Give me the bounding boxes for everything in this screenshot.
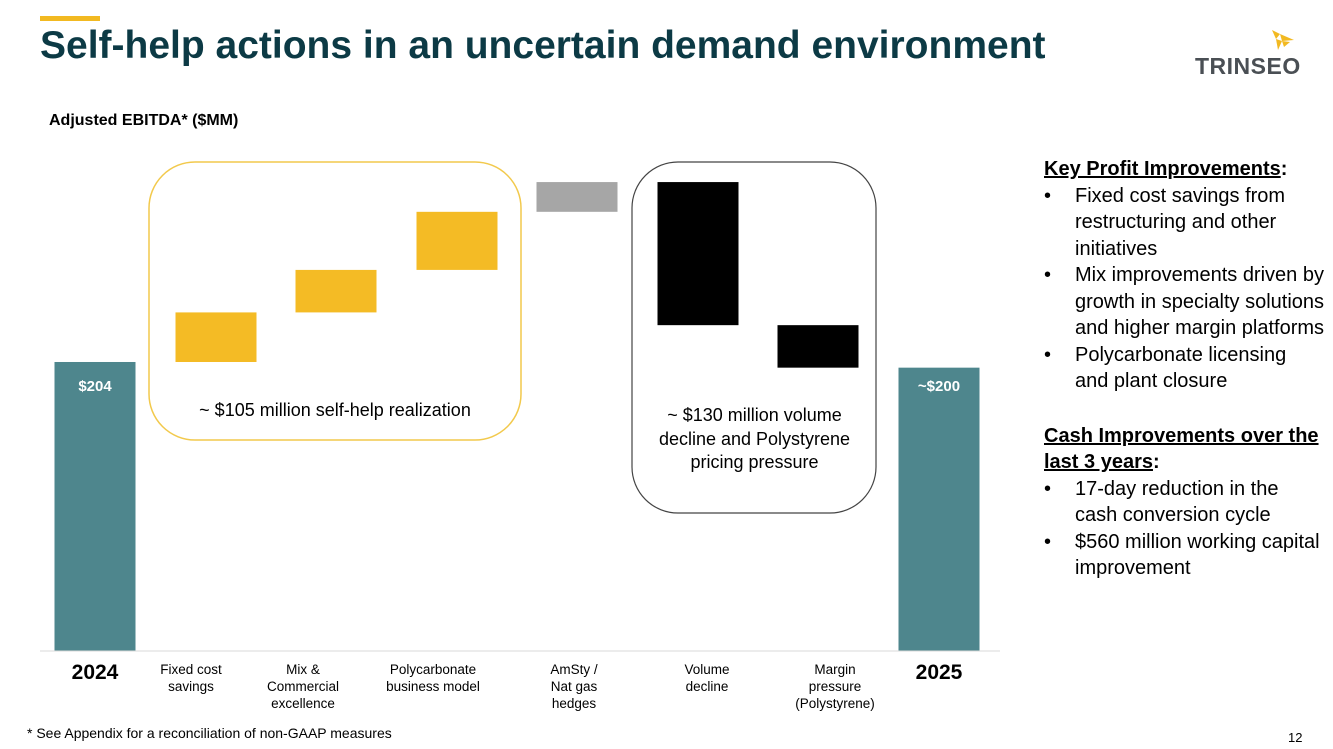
x-label-2025: 2025 [915, 661, 963, 684]
bar-fixed-cost-savings [175, 312, 257, 362]
profit-item: Mix improvements driven by growth in spe… [1044, 262, 1324, 342]
self-help-annotation: ~ $105 million self-help realization [199, 400, 471, 420]
bar-2024 [54, 361, 136, 651]
x-label-volume: Volume decline [684, 662, 730, 694]
trinseo-logo: TRINSEO [1192, 26, 1302, 82]
x-label-fixed-cost: Fixed cost savings [160, 662, 222, 694]
cash-item: 17-day reduction in the cash conversion … [1044, 476, 1324, 529]
bar-polycarbonate-business-model [416, 211, 498, 270]
title-accent-line [40, 16, 100, 21]
bar-volume-decline [657, 182, 739, 326]
profit-heading: Key Profit Improvements: [1044, 158, 1288, 180]
x-label-margin: Margin pressure (Polystyrene) [795, 662, 875, 711]
decline-annotation: ~ $130 million volume decline and Polyst… [658, 405, 851, 472]
page-title: Self-help actions in an uncertain demand… [40, 24, 1046, 67]
x-label-2024: 2024 [71, 661, 119, 684]
footnote: * See Appendix for a reconciliation of n… [27, 725, 392, 741]
self-help-bubble [148, 161, 522, 441]
logo-mark-icon [1272, 30, 1294, 50]
decline-bubble [631, 161, 877, 514]
logo-text: TRINSEO [1195, 53, 1301, 79]
profit-item: Fixed cost savings from restructuring an… [1044, 183, 1324, 263]
bar-mix-commercial-excellence [295, 269, 377, 313]
page-number: 12 [1288, 730, 1303, 745]
bar-value-2024: $204 [78, 378, 112, 395]
bar-2025 [898, 367, 980, 651]
bar-amsty-nat-gas-hedges [536, 182, 618, 212]
profit-item: Polycarbonate licensing and plant closur… [1044, 342, 1324, 395]
profit-list: Fixed cost savings from restructuring an… [1044, 183, 1324, 395]
bar-value-2025: ~$200 [917, 378, 961, 395]
cash-heading: Cash Improvements over the last 3 years: [1044, 424, 1319, 474]
bar-margin-pressure-polystyrene [777, 325, 859, 368]
cash-item: $560 million working capital improvement [1044, 529, 1324, 582]
sidebar-notes: Key Profit Improvements: Fixed cost savi… [1044, 156, 1324, 582]
x-label-amsty: AmSty / Nat gas hedges [550, 662, 598, 711]
chart-subtitle: Adjusted EBITDA* ($MM) [49, 112, 239, 129]
x-label-mix: Mix & Commercial excellence [266, 662, 339, 711]
cash-list: 17-day reduction in the cash conversion … [1044, 476, 1324, 582]
x-label-polycarbonate: Polycarbonate business model [386, 662, 480, 694]
